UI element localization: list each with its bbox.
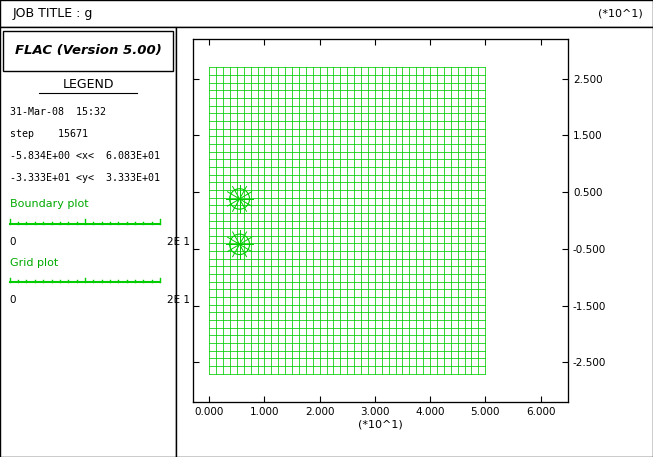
- Bar: [3, 31, 173, 71]
- Bar: [0, 0, 653, 27]
- Text: 2E 1: 2E 1: [167, 237, 189, 247]
- X-axis label: (*10^1): (*10^1): [358, 420, 403, 430]
- Text: LEGEND: LEGEND: [63, 78, 114, 91]
- Text: 31-Mar-08  15:32: 31-Mar-08 15:32: [10, 107, 106, 117]
- Text: -5.834E+00 <x<  6.083E+01: -5.834E+00 <x< 6.083E+01: [10, 151, 160, 161]
- Text: 0: 0: [10, 295, 16, 305]
- Text: Grid plot: Grid plot: [10, 258, 58, 268]
- Text: Boundary plot: Boundary plot: [10, 199, 88, 209]
- Text: FLAC (Version 5.00): FLAC (Version 5.00): [15, 44, 161, 57]
- Text: 0: 0: [10, 237, 16, 247]
- Text: step    15671: step 15671: [10, 129, 88, 139]
- Text: 2E 1: 2E 1: [167, 295, 189, 305]
- Text: (*10^1): (*10^1): [598, 9, 643, 19]
- Bar: [0, 27, 176, 457]
- Text: JOB TITLE : g: JOB TITLE : g: [13, 7, 93, 20]
- Text: -3.333E+01 <y<  3.333E+01: -3.333E+01 <y< 3.333E+01: [10, 173, 160, 183]
- Bar: [176, 27, 653, 457]
